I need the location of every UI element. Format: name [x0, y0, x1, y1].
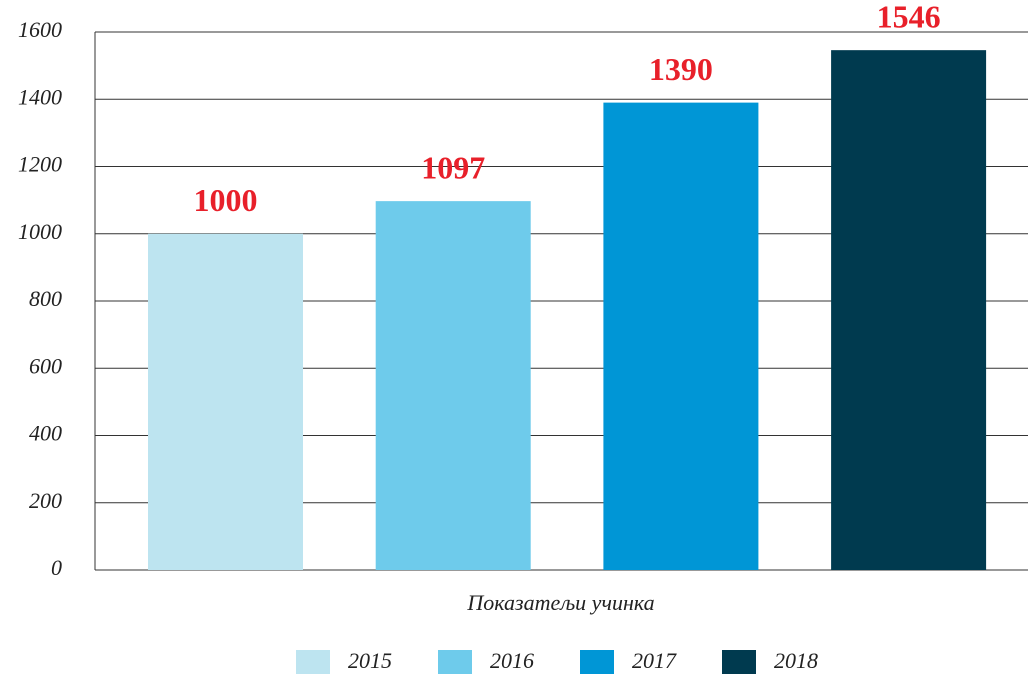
data-label: 1546: [877, 0, 941, 35]
data-label: 1097: [421, 149, 485, 185]
legend-swatch: [296, 650, 330, 674]
data-label: 1000: [194, 182, 258, 218]
legend-swatch: [722, 650, 756, 674]
bar: [148, 233, 303, 570]
bar: [375, 201, 531, 571]
legend-label: 2018: [774, 648, 818, 673]
y-tick-label: 800: [29, 286, 62, 311]
y-tick-label: 400: [29, 421, 62, 446]
legend-label: 2017: [632, 648, 677, 673]
bar: [831, 50, 987, 571]
y-tick-label: 1400: [18, 84, 62, 109]
legend-swatch: [580, 650, 614, 674]
bar: [603, 102, 759, 571]
y-tick-label: 200: [29, 488, 62, 513]
x-category-label: Показатељи учинка: [466, 590, 654, 615]
legend-label: 2016: [490, 648, 534, 673]
y-tick-label: 1200: [18, 152, 62, 177]
y-tick-label: 1600: [18, 17, 62, 42]
legend-swatch: [438, 650, 472, 674]
y-tick-label: 600: [29, 353, 62, 378]
data-label: 1390: [649, 51, 713, 87]
y-tick-label: 1000: [18, 219, 62, 244]
legend-label: 2015: [348, 648, 392, 673]
y-tick-label: 0: [51, 555, 62, 580]
